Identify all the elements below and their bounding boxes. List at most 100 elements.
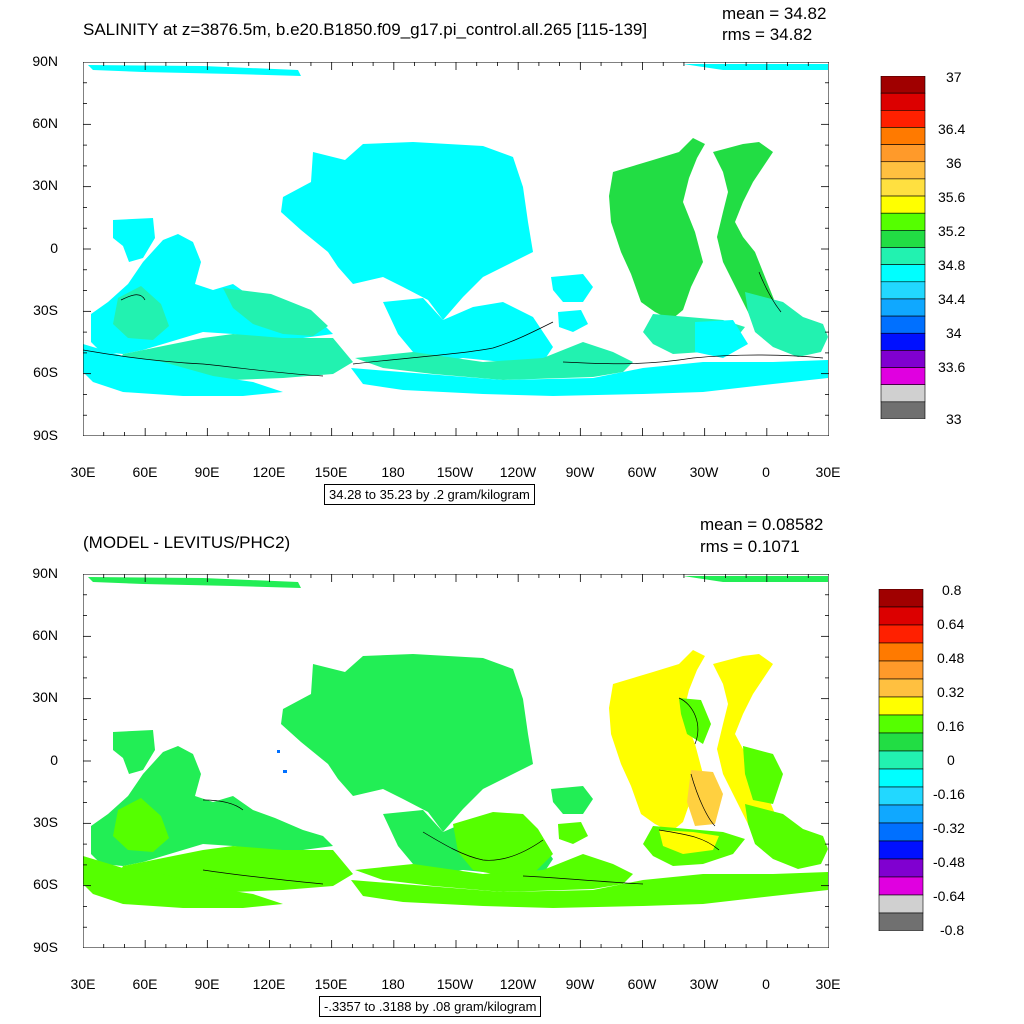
ocean-region bbox=[113, 218, 155, 262]
colorbar bbox=[880, 76, 926, 419]
lon-label: 150W bbox=[436, 976, 474, 992]
ocean-region bbox=[113, 286, 169, 340]
lon-label: 180 bbox=[381, 976, 405, 992]
lon-label: 30E bbox=[70, 976, 96, 992]
colorbar-swatch bbox=[880, 298, 926, 317]
mean-stat: mean = 0.08582 bbox=[700, 515, 824, 534]
ocean-region bbox=[113, 730, 155, 774]
ocean-region bbox=[383, 298, 553, 362]
colorbar-label: 34 bbox=[946, 325, 962, 341]
colorbar-label: 0.64 bbox=[937, 616, 965, 632]
ocean-region bbox=[83, 856, 283, 908]
lat-label: 60N bbox=[32, 627, 58, 643]
lon-label: 120E bbox=[252, 464, 286, 480]
colorbar-label: -0.64 bbox=[933, 888, 965, 904]
colorbar-swatch bbox=[880, 161, 926, 180]
colorbar-swatch bbox=[878, 768, 924, 788]
colorbar-swatch bbox=[878, 589, 924, 608]
ocean-region bbox=[281, 654, 533, 832]
colorbar-label: 37 bbox=[946, 69, 962, 85]
ocean-region bbox=[609, 138, 705, 320]
lon-label: 30E bbox=[815, 976, 841, 992]
colorbar-swatch bbox=[878, 678, 924, 698]
lat-label: 30S bbox=[33, 302, 58, 318]
colorbar bbox=[878, 589, 924, 931]
colorbar-label: -0.32 bbox=[933, 820, 965, 836]
ocean-region bbox=[351, 872, 828, 908]
ocean-region bbox=[683, 64, 828, 70]
colorbar-label: 34.4 bbox=[938, 291, 966, 307]
colorbar-swatch bbox=[880, 332, 926, 351]
lon-label: 60E bbox=[132, 464, 158, 480]
lon-label: 90W bbox=[565, 464, 595, 480]
plot-title: SALINITY at z=3876.5m, b.e20.B1850.f09_g… bbox=[83, 20, 648, 39]
lat-label: 60S bbox=[33, 876, 58, 892]
plot-title: (MODEL - LEVITUS/PHC2) bbox=[83, 533, 291, 552]
colorbar-label: 34.8 bbox=[938, 257, 966, 273]
colorbar-swatch bbox=[878, 750, 924, 770]
colorbar-swatch bbox=[880, 384, 926, 403]
colorbar-swatch bbox=[880, 367, 926, 385]
lon-label: 0 bbox=[762, 464, 770, 480]
contour-info-box: -.3357 to .3188 by .08 gram/kilogram bbox=[319, 996, 542, 1017]
lat-label: 60S bbox=[33, 364, 58, 380]
lon-label: 30W bbox=[689, 464, 719, 480]
ocean-region bbox=[113, 798, 169, 852]
ocean-region bbox=[355, 342, 633, 380]
difference-map bbox=[83, 574, 829, 948]
lat-label: 30N bbox=[32, 689, 58, 705]
ocean-region bbox=[713, 142, 783, 332]
colorbar-swatch bbox=[880, 195, 926, 214]
colorbar-swatch bbox=[878, 660, 924, 680]
ocean-region bbox=[355, 854, 633, 892]
contour-info-box: 34.28 to 35.23 by .2 gram/kilogram bbox=[324, 484, 535, 505]
ocean-region bbox=[281, 142, 533, 320]
colorbar-label: 33 bbox=[946, 411, 962, 427]
ocean-region bbox=[609, 650, 705, 832]
ocean-region bbox=[551, 274, 593, 302]
lon-label: 60W bbox=[627, 464, 657, 480]
lat-label: 90N bbox=[32, 53, 58, 69]
colorbar-swatch bbox=[880, 127, 926, 145]
colorbar-swatch bbox=[880, 247, 926, 265]
colorbar-label: 0.8 bbox=[942, 582, 962, 598]
lon-label: 150E bbox=[314, 464, 348, 480]
colorbar-swatch bbox=[880, 401, 926, 419]
ocean-region bbox=[223, 288, 328, 336]
colorbar-swatch bbox=[878, 804, 924, 824]
salinity-map bbox=[83, 62, 829, 436]
colorbar-label: 35.2 bbox=[938, 223, 966, 239]
lat-label: 30N bbox=[32, 177, 58, 193]
ocean-region bbox=[551, 786, 593, 814]
lon-label: 150W bbox=[436, 464, 474, 480]
ocean-region bbox=[88, 577, 301, 588]
colorbar-swatch bbox=[878, 912, 924, 931]
ocean-region bbox=[687, 770, 723, 826]
colorbar-swatch bbox=[880, 281, 926, 300]
ocean-region bbox=[351, 360, 828, 396]
ocean-region bbox=[558, 822, 588, 844]
colorbar-swatch bbox=[880, 144, 926, 163]
colorbar-label: 0 bbox=[947, 752, 955, 768]
colorbar-swatch bbox=[880, 264, 926, 283]
colorbar-swatch bbox=[878, 624, 924, 644]
ocean-region bbox=[745, 292, 828, 357]
colorbar-swatch bbox=[880, 178, 926, 197]
colorbar-label: 36 bbox=[946, 155, 962, 171]
rms-stat: rms = 34.82 bbox=[722, 25, 813, 44]
colorbar-label: 36.4 bbox=[938, 121, 966, 137]
lat-label: 30S bbox=[33, 814, 58, 830]
lat-label: 90S bbox=[33, 939, 58, 955]
ocean-region bbox=[695, 320, 748, 358]
lon-label: 180 bbox=[381, 464, 405, 480]
lon-label: 30W bbox=[689, 976, 719, 992]
colorbar-swatch bbox=[878, 858, 924, 878]
lon-label: 120W bbox=[499, 464, 537, 480]
lon-label: 60W bbox=[627, 976, 657, 992]
lon-label: 30E bbox=[815, 464, 841, 480]
colorbar-label: 0.16 bbox=[937, 718, 965, 734]
ocean-region bbox=[277, 750, 280, 753]
colorbar-label: 35.6 bbox=[938, 189, 966, 205]
ocean-region bbox=[745, 804, 828, 869]
mean-stat: mean = 34.82 bbox=[722, 4, 827, 23]
